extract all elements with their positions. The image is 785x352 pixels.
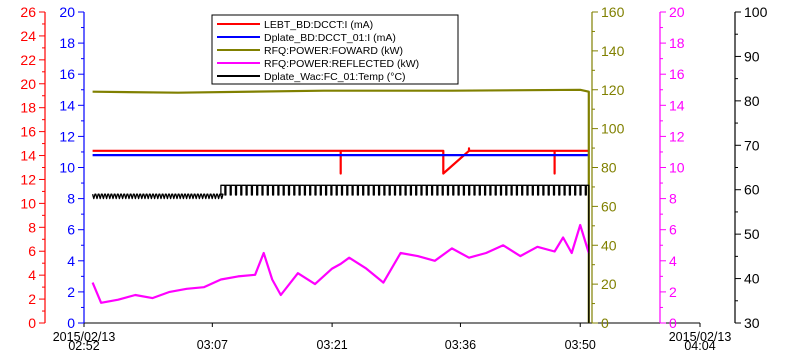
ax-olive-tick-label: 80 [601, 160, 617, 176]
ax-magenta-tick-label: 14 [669, 97, 685, 113]
ax-magenta-tick-label: 16 [669, 66, 685, 82]
legend-label: Dplate_BD:DCCT_01:I (mA) [264, 32, 396, 44]
ax-red-tick-label: 0 [28, 315, 36, 331]
ax-blue-tick-label: 14 [59, 97, 75, 113]
ax-black-tick-label: 60 [744, 182, 760, 198]
x-tick-label-line: 03:21 [316, 338, 347, 352]
x-tick-label: 03:21 [316, 338, 347, 352]
ax-red-tick-label: 18 [20, 100, 36, 116]
x-tick-label-line: 03:50 [565, 338, 596, 352]
ax-olive-tick-label: 0 [601, 315, 609, 331]
ax-blue-tick-label: 16 [59, 66, 75, 82]
ax-magenta-tick-label: 2 [669, 284, 677, 300]
ax-blue-tick-label: 4 [67, 253, 75, 269]
legend-label: Dplate_Wac:FC_01:Temp (°C) [264, 71, 406, 83]
ax-red-tick-label: 24 [20, 28, 36, 44]
ax-red-tick-label: 6 [28, 243, 36, 259]
x-tick-label: 03:36 [445, 338, 476, 352]
ax-red-tick-label: 16 [20, 124, 36, 140]
x-tick-label: 2015/02/13 04:04 [669, 330, 732, 352]
ax-blue-tick-label: 6 [67, 222, 75, 238]
x-tick-label-line: 04:04 [684, 339, 715, 352]
x-tick-label-line: 02:52 [68, 339, 99, 352]
ax-blue-tick-label: 2 [67, 284, 75, 300]
ax-olive-tick-label: 100 [601, 121, 625, 137]
ax-red-tick-label: 22 [20, 52, 36, 68]
ax-magenta-tick-label: 20 [669, 4, 685, 20]
ax-olive-tick-label: 120 [601, 82, 625, 98]
ax-red-tick-label: 26 [20, 4, 36, 20]
ax-red-tick-label: 8 [28, 219, 36, 235]
ax-red-tick-label: 14 [20, 148, 36, 164]
ax-red-tick-label: 2 [28, 291, 36, 307]
series-layer [93, 90, 589, 323]
ax-red-tick-label: 4 [28, 267, 36, 283]
legend-label: RFQ:POWER:FOWARD (kW) [264, 45, 403, 57]
ax-black-tick-label: 30 [744, 315, 760, 331]
ax-blue-tick-label: 12 [59, 128, 75, 144]
ax-black-tick-label: 70 [744, 137, 760, 153]
ax-red-tick-label: 20 [20, 76, 36, 92]
ax-olive-tick-label: 60 [601, 198, 617, 214]
ax-black-tick-label: 50 [744, 226, 760, 242]
legend: LEBT_BD:DCCT:I (mA)Dplate_BD:DCCT_01:I (… [212, 15, 458, 84]
ax-black-tick-label: 90 [744, 48, 760, 64]
ax-blue-tick-label: 10 [59, 160, 75, 176]
ax-olive-tick-label: 20 [601, 276, 617, 292]
ax-red-tick-label: 10 [20, 195, 36, 211]
series-line-0 [93, 148, 589, 173]
ax-blue-tick-label: 0 [67, 315, 75, 331]
series-line-4 [93, 185, 589, 323]
ax-magenta-tick-label: 6 [669, 222, 677, 238]
ax-blue-tick-label: 18 [59, 35, 75, 51]
ax-blue-tick-label: 20 [59, 4, 75, 20]
ax-magenta-tick-label: 8 [669, 191, 677, 207]
ax-olive-tick-label: 40 [601, 237, 617, 253]
series-line-3 [93, 225, 589, 303]
ax-magenta-tick-label: 0 [669, 315, 677, 331]
legend-label: LEBT_BD:DCCT:I (mA) [264, 19, 373, 31]
x-tick-label: 03:07 [197, 338, 228, 352]
ax-magenta-tick-label: 12 [669, 128, 685, 144]
ax-magenta-tick-label: 18 [669, 35, 685, 51]
ax-red-tick-label: 12 [20, 171, 36, 187]
ax-blue-tick-label: 8 [67, 191, 75, 207]
x-tick-label: 2015/02/13 02:52 [53, 330, 116, 352]
x-tick-label-line: 03:07 [197, 338, 228, 352]
series-line-2 [93, 90, 589, 323]
ax-black-tick-label: 40 [744, 271, 760, 287]
ax-magenta-tick-label: 4 [669, 253, 677, 269]
ax-black-tick-label: 100 [744, 4, 768, 20]
x-tick-label: 03:50 [565, 338, 596, 352]
ax-olive-tick-label: 160 [601, 4, 625, 20]
x-tick-label-line: 03:36 [445, 338, 476, 352]
ax-magenta-tick-label: 10 [669, 160, 685, 176]
legend-label: RFQ:POWER:REFLECTED (kW) [264, 58, 419, 70]
ax-black-tick-label: 80 [744, 93, 760, 109]
ax-olive-tick-label: 140 [601, 43, 625, 59]
